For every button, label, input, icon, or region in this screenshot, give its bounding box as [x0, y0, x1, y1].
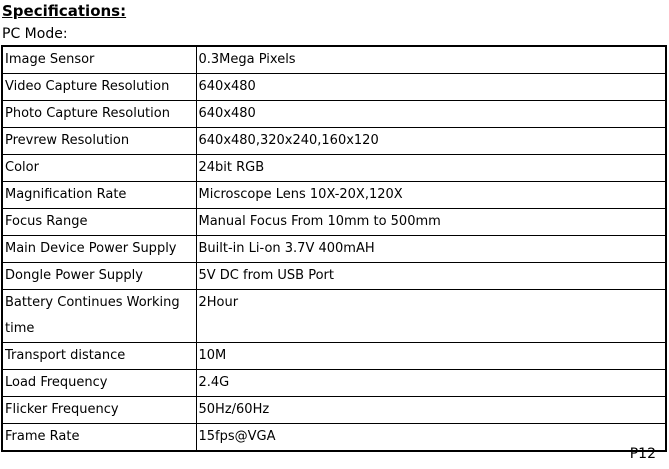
spec-value-cell: 10M	[195, 342, 667, 370]
spec-value-cell: 0.3Mega Pixels	[195, 45, 667, 74]
spec-label-cell: Dongle Power Supply	[1, 262, 197, 290]
table-row: Magnification Rate Microscope Lens 10X-20…	[1, 181, 667, 209]
spec-value-cell: 5V DC from USB Port	[195, 262, 667, 290]
table-row: Main Device Power Supply Built-in Li-on 3…	[1, 235, 667, 263]
spec-label-cell: Magnification Rate	[1, 181, 197, 209]
table-row: Load Frequency 2.4G	[1, 369, 667, 397]
specifications-heading: Specifications:	[2, 2, 127, 20]
table-row: Flicker Frequency 50Hz/60Hz	[1, 396, 667, 424]
spec-label-cell: Photo Capture Resolution	[1, 100, 197, 128]
spec-value-cell: 15fps@VGA	[195, 423, 667, 452]
spec-label-cell: Prevrew Resolution	[1, 127, 197, 155]
spec-label-cell: Video Capture Resolution	[1, 73, 197, 101]
spec-label-cell: Main Device Power Supply	[1, 235, 197, 263]
pc-mode-label: PC Mode:	[2, 26, 68, 42]
spec-value-cell: 2Hour	[195, 289, 667, 343]
table-row: Photo Capture Resolution 640x480	[1, 100, 667, 128]
table-row: Prevrew Resolution 640x480,320x240,160x12…	[1, 127, 667, 155]
table-row: Battery Continues Working time 2Hour	[1, 289, 667, 343]
spec-value-cell: 640x480	[195, 100, 667, 128]
spec-label-cell: Flicker Frequency	[1, 396, 197, 424]
specifications-table-body: Image Sensor 0.3Mega Pixels Video Capture …	[1, 45, 667, 452]
spec-value-cell: 640x480	[195, 73, 667, 101]
table-row: Dongle Power Supply 5V DC from USB Port	[1, 262, 667, 290]
spec-label-cell: Battery Continues Working time	[1, 289, 197, 343]
spec-label-cell: Focus Range	[1, 208, 197, 236]
table-row: Color 24bit RGB	[1, 154, 667, 182]
spec-value-cell: 50Hz/60Hz	[195, 396, 667, 424]
spec-label-cell: Load Frequency	[1, 369, 197, 397]
table-row: Video Capture Resolution 640x480	[1, 73, 667, 101]
table-row: Transport distance 10M	[1, 342, 667, 370]
spec-label-cell: Color	[1, 154, 197, 182]
spec-value-cell: Manual Focus From 10mm to 500mm	[195, 208, 667, 236]
manual-page: Specifications: PC Mode: Image Sensor 0.3…	[0, 3, 669, 469]
spec-label-cell: Transport distance	[1, 342, 197, 370]
spec-value-cell: 640x480,320x240,160x120	[195, 127, 667, 155]
specifications-table: Image Sensor 0.3Mega Pixels Video Capture …	[1, 45, 667, 452]
spec-value-cell: Microscope Lens 10X-20X,120X	[195, 181, 667, 209]
spec-value-cell: Built-in Li-on 3.7V 400mAH	[195, 235, 667, 263]
page-number: P12	[629, 446, 656, 462]
spec-value-cell: 2.4G	[195, 369, 667, 397]
spec-label-cell: Image Sensor	[1, 45, 197, 74]
table-row: Image Sensor 0.3Mega Pixels	[1, 45, 667, 74]
table-row: Focus Range Manual Focus From 10mm to 500…	[1, 208, 667, 236]
table-row: Frame Rate 15fps@VGA	[1, 423, 667, 452]
spec-label-cell: Frame Rate	[1, 423, 197, 452]
spec-value-cell: 24bit RGB	[195, 154, 667, 182]
